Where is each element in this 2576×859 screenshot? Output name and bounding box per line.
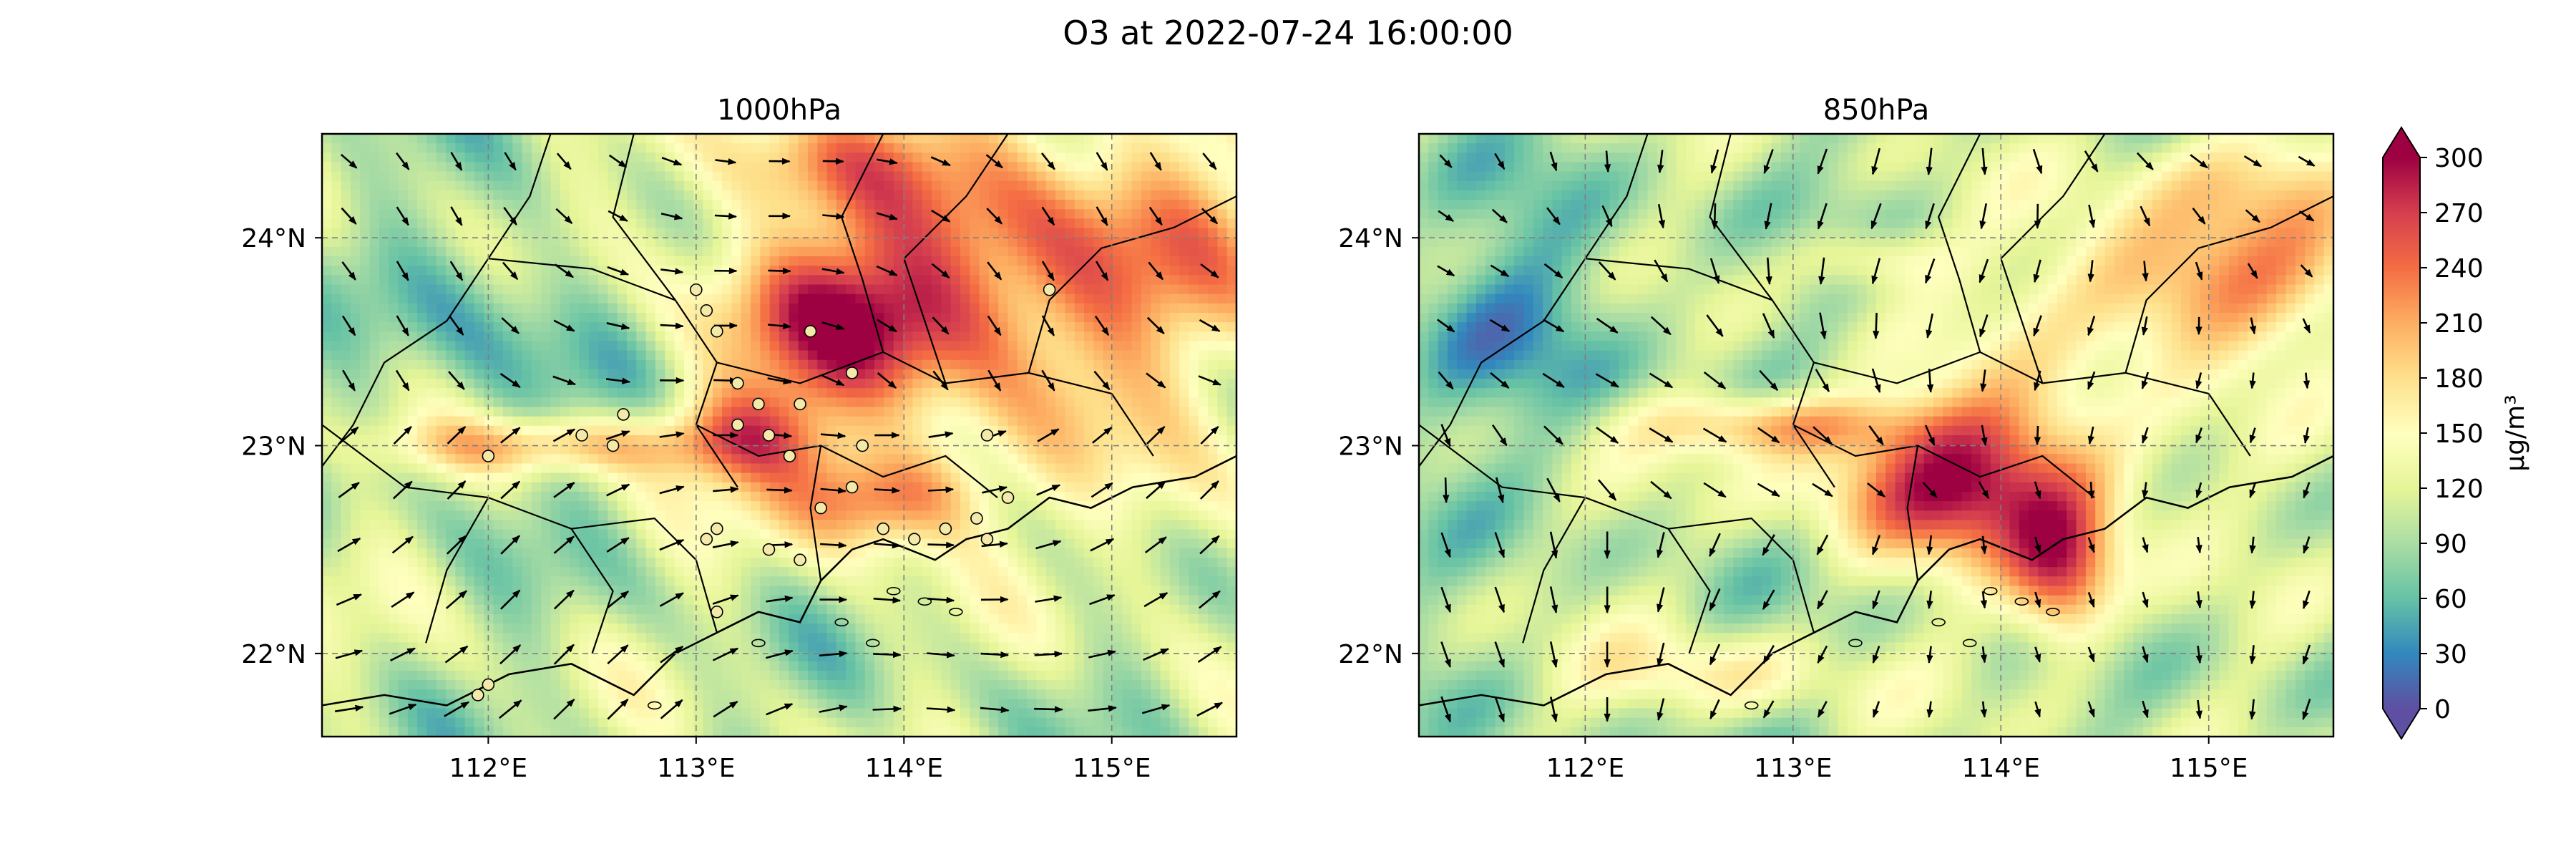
lon-tick-label: 113°E [1754, 754, 1832, 783]
o3-concentration-field [1419, 134, 2333, 737]
colorbar-tick-label: 150 [2434, 419, 2484, 449]
colorbar-tick-label: 120 [2434, 475, 2484, 504]
wind-vectors [334, 152, 1224, 720]
gridlines [1419, 134, 2333, 737]
o3-concentration-field [322, 134, 1236, 737]
map-frame [1418, 132, 2335, 738]
gridlines [322, 134, 1236, 737]
map-panel-1000hpa: 1000hPa 112°E 113°E 114°E 115°E 22°N 23°N 24°… [241, 94, 1238, 783]
colorbar-tick-label: 240 [2434, 254, 2484, 283]
colorbar-tick-label: 270 [2434, 199, 2484, 228]
colorbar-tick-label: 30 [2434, 640, 2467, 669]
map-frame [321, 132, 1238, 738]
lon-tick-label: 115°E [2170, 754, 2248, 783]
colorbar-tick-label: 60 [2434, 585, 2467, 614]
lon-tick-label: 113°E [657, 754, 735, 783]
colorbar-bar [2383, 157, 2420, 709]
panel-title-850hpa: 850hPa [1823, 94, 1930, 127]
colorbar-tick-label: 210 [2434, 309, 2484, 339]
colorbar-tick-label: 0 [2434, 695, 2451, 724]
lat-tick-label: 22°N [241, 640, 306, 669]
panel-title-1000hpa: 1000hPa [717, 94, 841, 127]
monitoring-stations [472, 283, 1056, 702]
lon-tick-label: 114°E [1962, 754, 2040, 783]
lat-tick-label: 24°N [1338, 224, 1403, 253]
admin-boundaries [1419, 134, 2333, 710]
colorbar-extend-min [2383, 709, 2420, 739]
latitude-axis: 22°N 23°N 24°N [1338, 224, 1419, 669]
lon-tick-label: 115°E [1073, 754, 1151, 783]
lon-tick-label: 112°E [1546, 754, 1624, 783]
lon-tick-label: 114°E [865, 754, 943, 783]
colorbar-tick-label: 90 [2434, 530, 2467, 559]
longitude-axis: 112°E 113°E 114°E 115°E [1546, 737, 2248, 783]
wind-vectors [1437, 147, 2316, 723]
colorbar-extend-max [2383, 127, 2420, 157]
colorbar-tick-label: 180 [2434, 364, 2484, 394]
colorbar-unit-label: μg/m³ [2501, 394, 2530, 471]
lat-tick-label: 22°N [1338, 640, 1403, 669]
latitude-axis: 22°N 23°N 24°N [241, 224, 322, 669]
map-panel-850hpa: 850hPa 112°E 113°E 114°E 115°E 22°N 23°N 24°N [1338, 94, 2335, 783]
lat-tick-label: 23°N [241, 432, 306, 462]
colorbar-ticks: 0 30 60 90 120 150 180 210 240 270 300 [2420, 144, 2484, 724]
lat-tick-label: 23°N [1338, 432, 1403, 462]
figure-title: O3 at 2022-07-24 16:00:00 [1063, 14, 1513, 52]
colorbar: 0 30 60 90 120 150 180 210 240 270 300 μg/m³ [2382, 126, 2530, 740]
lat-tick-label: 24°N [241, 224, 306, 253]
colorbar-tick-label: 300 [2434, 144, 2484, 173]
lon-tick-label: 112°E [449, 754, 527, 783]
longitude-axis: 112°E 113°E 114°E 115°E [449, 737, 1151, 783]
